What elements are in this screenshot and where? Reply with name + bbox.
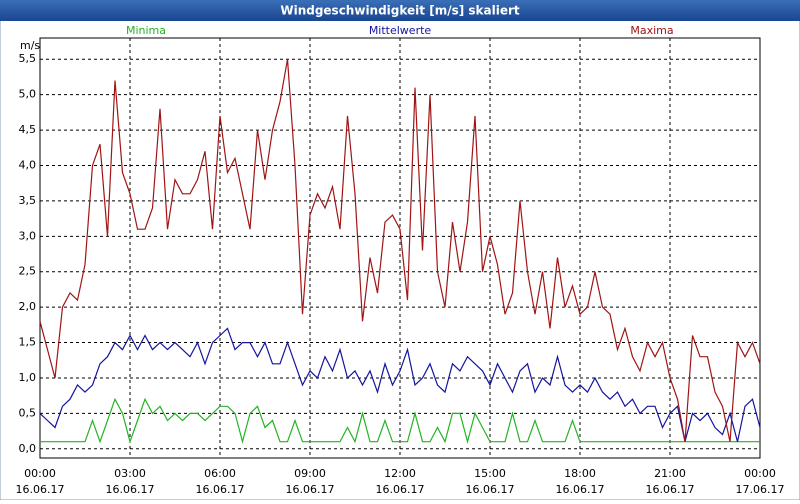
x-tick-label: 00:00	[24, 467, 56, 480]
chart-title: Windgeschwindigkeit [m/s] skaliert	[280, 4, 520, 18]
legend-label: Mittelwerte	[369, 24, 432, 37]
y-tick-label: 1,0	[19, 371, 37, 384]
series-line	[39, 59, 761, 442]
y-tick-label: 3,5	[19, 194, 37, 207]
legend-label: Maxima	[630, 24, 673, 37]
y-tick-label: 1,5	[19, 336, 37, 349]
y-tick-label: 5,5	[19, 52, 37, 65]
x-tick-label: 16.06.17	[646, 483, 695, 496]
y-tick-label: 0,0	[19, 442, 37, 455]
x-tick-label: 09:00	[294, 467, 326, 480]
x-tick-label: 16.06.17	[376, 483, 425, 496]
legend-label: Minima	[126, 24, 166, 37]
x-tick-label: 06:00	[204, 467, 236, 480]
x-tick-label: 12:00	[384, 467, 416, 480]
x-tick-label: 15:00	[474, 467, 506, 480]
x-tick-label: 16.06.17	[466, 483, 515, 496]
x-tick-label: 03:00	[114, 467, 146, 480]
y-tick-label: 0,5	[19, 406, 37, 419]
x-tick-label: 16.06.17	[106, 483, 155, 496]
y-tick-label: 4,5	[19, 123, 37, 136]
title-bar	[0, 0, 800, 21]
x-tick-label: 18:00	[564, 467, 596, 480]
y-tick-label: 4,0	[19, 158, 37, 171]
series-line	[39, 327, 761, 442]
x-tick-label: 16.06.17	[556, 483, 605, 496]
x-tick-label: 16.06.17	[286, 483, 335, 496]
series-line	[40, 397, 760, 445]
x-tick-label: 21:00	[654, 467, 686, 480]
x-tick-label: 00:00	[744, 467, 776, 480]
y-tick-label: 2,0	[19, 300, 37, 313]
y-tick-label: 5,0	[19, 88, 37, 101]
y-unit: m/s	[20, 39, 40, 52]
y-tick-label: 2,5	[19, 265, 37, 278]
x-tick-label: 17.06.17	[736, 483, 785, 496]
x-tick-label: 16.06.17	[16, 483, 65, 496]
y-tick-label: 3,0	[19, 229, 37, 242]
x-tick-label: 16.06.17	[196, 483, 245, 496]
